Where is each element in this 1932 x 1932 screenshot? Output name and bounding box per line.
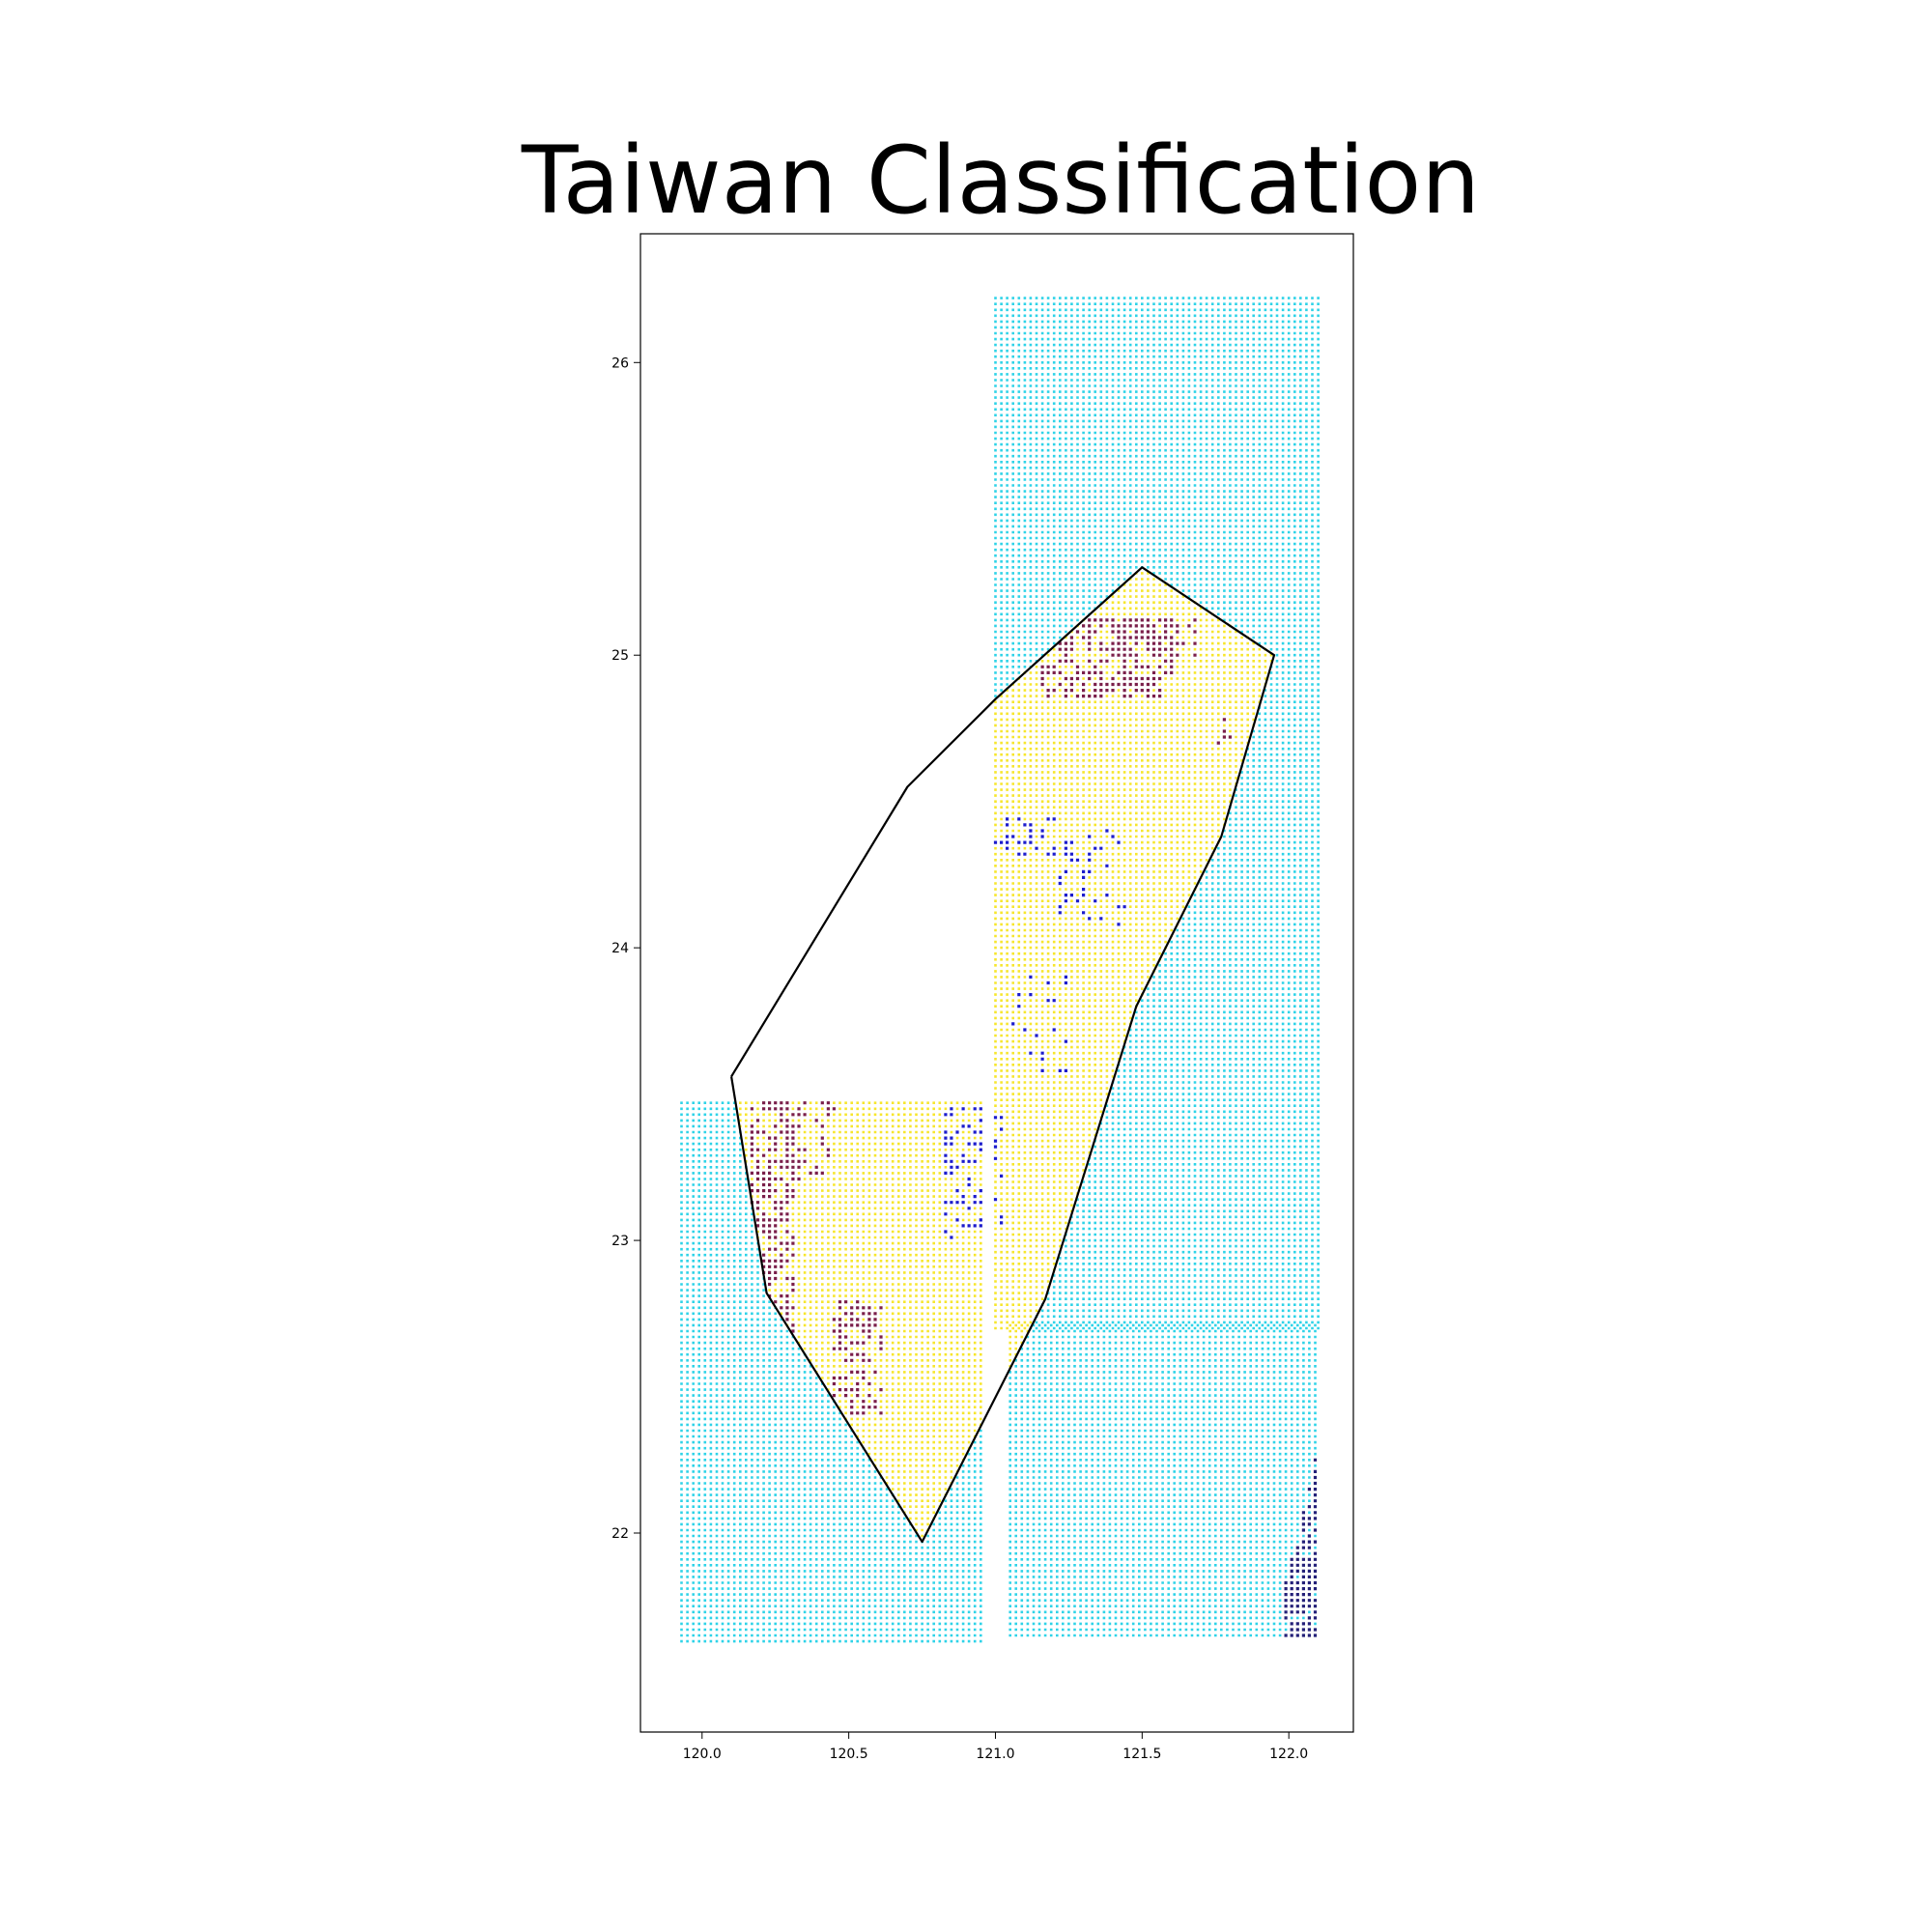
y-tick-label: 22 [611,1526,629,1542]
x-tick-label: 120.5 [830,1747,868,1762]
scatter-points-dark [1284,1458,1318,1637]
scatter-points-mountain [944,817,1126,1239]
x-axis: 120.0 120.5 121.0 121.5 122.0 [683,1732,1308,1762]
y-tick-label: 25 [611,648,629,664]
y-tick-label: 23 [611,1234,629,1249]
scatter-points-land [739,572,1273,1538]
x-tick-label: 122.0 [1269,1747,1308,1762]
boundary-layer [730,566,1276,1544]
x-tick-label: 121.5 [1122,1747,1161,1762]
plot-frame [639,233,1354,1733]
y-axis: 22 23 24 25 26 [611,355,640,1542]
x-tick-label: 121.0 [976,1747,1014,1762]
y-tick-label: 26 [611,355,629,371]
chart-title: Taiwan Classification [521,127,1480,235]
points-layer [680,297,1320,1643]
scatter-points-sea [680,297,1320,1643]
taiwan-boundary-line [730,566,1276,1544]
x-tick-label: 120.0 [683,1747,722,1762]
y-tick-label: 24 [611,941,629,956]
